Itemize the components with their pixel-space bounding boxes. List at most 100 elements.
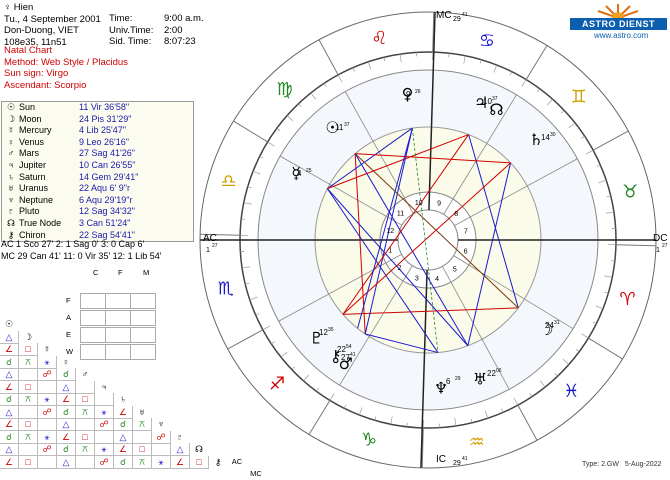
aspect-diag-icon: ♂ [76, 368, 94, 380]
aspect-cell: △ [0, 406, 19, 419]
aspect-cell: ⚹ [38, 393, 57, 406]
planet-name: Venus [19, 137, 44, 149]
aspect-cell: ⚻ [19, 356, 38, 369]
house-line-1: AC 1 Sco 27' 2: 1 Sag 0' 3: 0 Cap 6' [1, 238, 192, 250]
planet-row-true-node: ☊True Node 3 Can 51'24" [2, 218, 193, 230]
footer-type: Type: 2.GW [582, 461, 619, 468]
person-name: Hien [14, 2, 34, 13]
planet-position: 12 Sag 34'32" [79, 206, 135, 218]
ac-degree: 1 [206, 247, 210, 254]
aspect-diag-icon: ♅ [133, 406, 151, 418]
house-number: 12 [386, 228, 394, 235]
element-cell [80, 344, 106, 360]
aspect-cell: ⚻ [76, 406, 95, 419]
house-number: 10 [415, 200, 423, 207]
aspect-cell: ☌ [114, 418, 133, 431]
ic-degree: 29 [453, 460, 461, 467]
house-number: 4 [435, 276, 439, 283]
house-number: 8 [454, 211, 458, 218]
wheel-planet-minutes: 26 [415, 89, 421, 95]
element-cell [130, 344, 156, 360]
aspect-cell: ∠ [114, 443, 133, 456]
zodiac-sign-icon: ♌ [371, 28, 387, 49]
element-cell [130, 327, 156, 343]
dc-degree: 1 [656, 247, 660, 254]
footer-date: 5-Aug-2022 [625, 461, 662, 468]
aspect-cell: ∠ [0, 381, 19, 394]
planet-name: Neptune [19, 195, 53, 207]
aspect-cell: △ [0, 443, 19, 456]
planet-name: True Node [19, 218, 61, 230]
wheel-planet-minutes: 31 [554, 320, 560, 326]
aspect-cell: ∠ [0, 456, 19, 469]
planet-name: Jupiter [19, 160, 46, 172]
house-line-2: MC 29 Can 41' 11: 0 Vir 35' 12: 1 Lib 54… [1, 250, 192, 262]
wheel-planet-minutes: 25 [306, 168, 312, 174]
mc-minutes: 41 [462, 12, 468, 18]
aspect-cell [76, 381, 95, 394]
aspect-cell: ⚹ [38, 431, 57, 444]
planet-name: Mercury [19, 125, 52, 137]
aspect-cell: ☌ [0, 393, 19, 406]
time-label: Time: [109, 13, 132, 24]
aspect-cell: □ [19, 343, 38, 356]
aspect-cell: ⚹ [95, 406, 114, 419]
wheel-planet-minutes: 54 [346, 344, 352, 350]
aspect-cell [152, 443, 171, 456]
planet-position: 27 Sag 41'26" [79, 148, 135, 160]
zodiac-sign-icon: ♏ [218, 279, 234, 300]
wheel-planet-icon: ♅ [473, 369, 487, 388]
aspect-cell: ∠ [0, 343, 19, 356]
aspect-cell: ⚻ [133, 418, 152, 431]
dc-minutes: 27 [662, 243, 668, 249]
aspect-cell: ☌ [57, 443, 76, 456]
element-cell [105, 327, 131, 343]
house-number: 11 [397, 210, 404, 217]
house-number: 7 [464, 228, 468, 235]
planet-position: 3 Can 51'24" [79, 218, 130, 230]
mc-label: MC [436, 10, 452, 21]
planet-name: Sun [19, 102, 35, 114]
aspect-cell: △ [57, 381, 76, 394]
pluto-icon: ♇ [5, 206, 17, 218]
aspect-diag-icon: ♀ [57, 356, 75, 368]
element-cell [130, 293, 156, 309]
planet-position: 4 Lib 25'47" [79, 125, 126, 137]
aspect-diag-icon: ♆ [152, 418, 170, 430]
aspect-cell: ☌ [114, 456, 133, 469]
wheel-planet-degree: 9 [406, 90, 411, 99]
aspect-cell: ☌ [57, 406, 76, 419]
planet-name: Mars [19, 148, 39, 160]
planet-name: Saturn [19, 172, 46, 184]
venus-icon: ♀ [5, 137, 17, 149]
univ-time-value: 2:00 [164, 25, 183, 36]
birth-date: Tu., 4 September 2001 [4, 14, 101, 25]
planet-position: 11 Vir 36'58" [79, 102, 129, 114]
planet-name: Moon [19, 114, 42, 126]
aspect-cell: □ [133, 443, 152, 456]
aspect-cell: ⚹ [152, 456, 171, 469]
house-number: 5 [453, 266, 457, 273]
footer: Type: 2.GW 5-Aug-2022 [582, 461, 661, 468]
aspect-cell: ☍ [95, 418, 114, 431]
sun-sign: Sun sign: Virgo [4, 68, 128, 80]
aspect-cell: ☍ [95, 456, 114, 469]
chart-type: Natal Chart [4, 45, 128, 57]
zodiac-sign-icon: ♑ [361, 429, 377, 450]
house-cusps: AC 1 Sco 27' 2: 1 Sag 0' 3: 0 Cap 6' MC … [1, 238, 192, 262]
wheel-planet-minutes: 37 [344, 122, 350, 128]
wheel-planet-degree: 11 [335, 123, 344, 132]
aspect-cell: ∠ [57, 431, 76, 444]
wheel-planet-minutes: 29 [455, 376, 461, 382]
true-node-icon: ☊ [5, 218, 17, 230]
house-number: 2 [398, 265, 402, 272]
aspect-cell: ☌ [0, 431, 19, 444]
